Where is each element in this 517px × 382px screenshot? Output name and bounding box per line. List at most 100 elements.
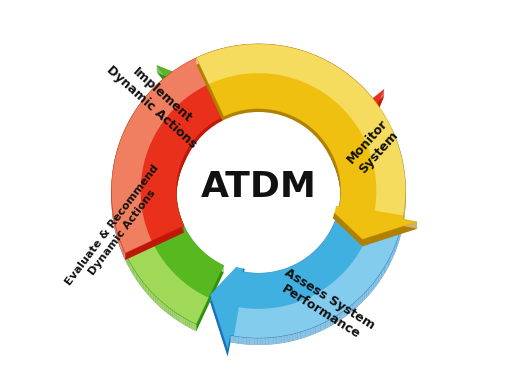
Polygon shape (268, 338, 271, 345)
Polygon shape (287, 114, 289, 121)
Polygon shape (238, 111, 240, 118)
Polygon shape (115, 155, 116, 165)
Polygon shape (260, 109, 262, 116)
Polygon shape (127, 258, 129, 267)
Polygon shape (261, 44, 264, 51)
Polygon shape (370, 95, 371, 104)
Polygon shape (395, 136, 396, 146)
Polygon shape (152, 292, 154, 301)
Polygon shape (132, 113, 134, 123)
Polygon shape (360, 85, 362, 94)
Polygon shape (219, 118, 221, 126)
Polygon shape (283, 113, 285, 120)
Polygon shape (199, 134, 200, 142)
Polygon shape (234, 112, 236, 120)
Polygon shape (279, 270, 280, 277)
Polygon shape (196, 44, 417, 240)
Polygon shape (188, 148, 189, 156)
Polygon shape (118, 236, 120, 247)
Polygon shape (251, 44, 254, 51)
Polygon shape (149, 90, 151, 100)
Polygon shape (287, 267, 289, 275)
Polygon shape (199, 133, 200, 141)
Polygon shape (291, 266, 292, 274)
Polygon shape (397, 141, 398, 151)
Polygon shape (190, 321, 192, 329)
Polygon shape (257, 44, 260, 51)
Polygon shape (292, 48, 295, 55)
Polygon shape (350, 76, 352, 84)
Polygon shape (118, 145, 119, 155)
Polygon shape (171, 309, 173, 317)
Polygon shape (279, 112, 280, 119)
Polygon shape (296, 118, 298, 126)
Polygon shape (115, 155, 116, 166)
Polygon shape (253, 109, 254, 116)
Polygon shape (184, 154, 185, 163)
Polygon shape (222, 265, 224, 272)
Polygon shape (315, 55, 317, 63)
Polygon shape (113, 212, 114, 223)
Polygon shape (235, 112, 237, 119)
Polygon shape (177, 313, 179, 322)
Polygon shape (112, 72, 224, 331)
Polygon shape (271, 272, 273, 279)
Polygon shape (112, 65, 224, 324)
Polygon shape (211, 51, 214, 58)
Polygon shape (386, 117, 387, 126)
Polygon shape (154, 85, 157, 94)
Polygon shape (232, 113, 234, 120)
Polygon shape (313, 129, 314, 138)
Polygon shape (219, 263, 220, 270)
Polygon shape (116, 152, 117, 162)
Polygon shape (125, 253, 126, 262)
Polygon shape (120, 138, 121, 149)
Polygon shape (244, 110, 246, 117)
Polygon shape (210, 258, 211, 265)
Polygon shape (254, 109, 255, 116)
Polygon shape (139, 277, 141, 286)
Polygon shape (281, 46, 284, 53)
Polygon shape (306, 329, 308, 337)
Polygon shape (326, 320, 328, 329)
Polygon shape (344, 71, 347, 81)
Polygon shape (388, 121, 389, 131)
Polygon shape (371, 96, 373, 105)
Polygon shape (298, 119, 300, 127)
Polygon shape (156, 296, 157, 304)
Polygon shape (170, 71, 173, 80)
Polygon shape (334, 221, 335, 230)
Circle shape (180, 113, 337, 269)
Polygon shape (317, 134, 318, 142)
Polygon shape (193, 139, 195, 147)
Polygon shape (187, 149, 188, 157)
Polygon shape (287, 335, 290, 342)
Polygon shape (117, 233, 118, 243)
Polygon shape (341, 70, 344, 78)
Polygon shape (173, 69, 176, 78)
Polygon shape (244, 110, 246, 117)
Polygon shape (147, 93, 149, 102)
Polygon shape (328, 233, 329, 241)
Polygon shape (308, 52, 310, 60)
Polygon shape (397, 141, 398, 151)
Polygon shape (202, 130, 203, 139)
Polygon shape (333, 158, 334, 166)
Polygon shape (163, 303, 165, 311)
Polygon shape (363, 293, 364, 302)
Polygon shape (262, 44, 265, 51)
Polygon shape (339, 68, 341, 76)
Polygon shape (230, 114, 231, 121)
Polygon shape (297, 49, 300, 57)
Polygon shape (126, 125, 127, 135)
Polygon shape (201, 55, 204, 62)
Polygon shape (188, 320, 190, 328)
Polygon shape (192, 322, 194, 330)
Polygon shape (377, 276, 378, 285)
Polygon shape (294, 117, 296, 125)
Polygon shape (112, 44, 384, 253)
Polygon shape (336, 66, 338, 74)
Polygon shape (298, 332, 300, 340)
Polygon shape (264, 273, 266, 280)
Polygon shape (267, 109, 268, 116)
